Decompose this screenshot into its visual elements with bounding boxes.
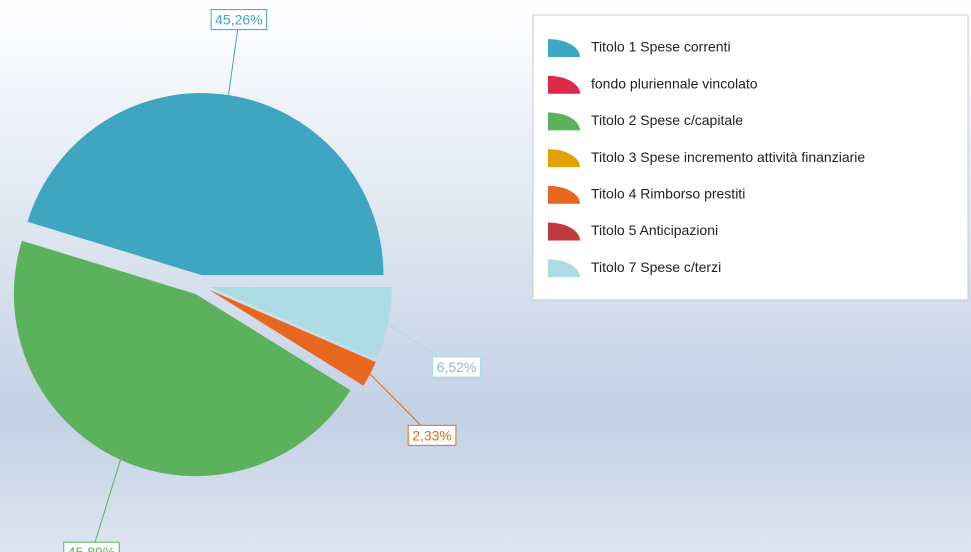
legend-label: Titolo 2 Spese c/capitale	[591, 112, 743, 128]
legend-swatch	[548, 185, 580, 204]
legend-swatch	[548, 112, 580, 131]
data-label-box	[407, 424, 457, 446]
legend-label: Titolo 3 Spese incremento attività finan…	[591, 149, 865, 165]
data-label: 6,52%	[437, 359, 477, 375]
data-label-box	[432, 356, 481, 378]
legend-swatch	[548, 259, 580, 278]
data-label: 45,26%	[215, 12, 262, 28]
pie-slice	[209, 287, 392, 360]
data-label: 2,33%	[412, 427, 452, 443]
legend-swatch	[548, 149, 580, 168]
pie-slice	[13, 240, 351, 477]
legend-label: Titolo 7 Spese c/terzi	[591, 259, 721, 275]
legend-box	[532, 14, 969, 301]
data-label-box	[63, 541, 120, 552]
legend-label: Titolo 4 Rimborso prestiti	[591, 186, 745, 202]
data-label-box	[210, 9, 268, 31]
leader-line	[227, 20, 240, 96]
legend-swatch	[548, 39, 580, 57]
legend-label: Titolo 5 Anticipazioni	[591, 222, 718, 238]
legend-swatch	[548, 75, 580, 94]
data-label: 45,89%	[68, 544, 115, 552]
pie-slice	[27, 93, 384, 276]
pie-slice	[208, 289, 376, 386]
legend-label: Titolo 1 Spese correnti	[591, 39, 731, 55]
legend-swatch	[548, 222, 580, 241]
leader-line	[91, 459, 121, 552]
legend-label: fondo pluriennale vincolato	[591, 75, 758, 91]
